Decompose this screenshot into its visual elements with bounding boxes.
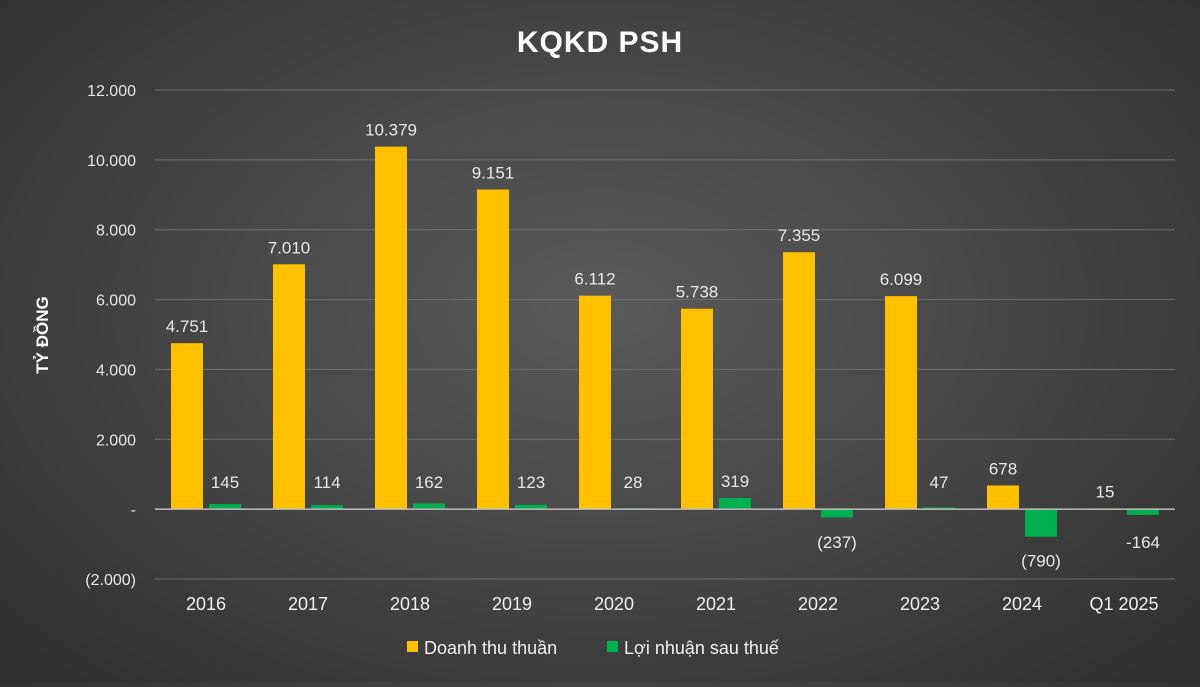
revenue-data-label: 678: [989, 459, 1017, 478]
revenue-bar: [579, 295, 611, 510]
revenue-data-label: 6.112: [574, 270, 615, 289]
x-tick-label: 2021: [696, 594, 736, 614]
x-tick-label: 2019: [492, 594, 532, 614]
profit-bar: [821, 509, 853, 518]
revenue-data-label: 7.010: [268, 238, 311, 257]
revenue-data-label: 10.379: [365, 121, 417, 140]
profit-data-label: 145: [211, 473, 239, 492]
y-tick-label: 2.000: [96, 432, 136, 449]
x-tick-label: 2018: [390, 594, 430, 614]
revenue-data-label: 7.355: [778, 226, 821, 245]
y-tick-label: 12.000: [87, 83, 136, 100]
profit-data-label: 162: [415, 473, 443, 492]
x-tick-label: 2017: [288, 594, 328, 614]
profit-bar: [413, 503, 445, 510]
y-axis-label: TỶ ĐỒNG: [33, 296, 52, 373]
x-tick-label: 2020: [594, 594, 634, 614]
profit-data-label: 114: [313, 473, 340, 492]
profit-bar: [1025, 509, 1057, 537]
profit-bar: [1127, 509, 1159, 515]
legend-swatch: [607, 641, 618, 652]
profit-data-label: (237): [817, 533, 857, 552]
y-tick-label: -: [131, 502, 136, 519]
profit-bar: [311, 505, 343, 510]
y-tick-label: 8.000: [96, 223, 136, 240]
revenue-data-label: 5.738: [676, 283, 719, 302]
legend: Doanh thu thuần Lợi nhuận sau thuế: [407, 638, 779, 658]
x-tick-label: Q1 2025: [1089, 594, 1158, 614]
profit-data-label: 28: [624, 473, 643, 492]
revenue-data-label: 15: [1096, 483, 1115, 502]
gridlines: [155, 89, 1175, 580]
profit-data-label: (790): [1021, 552, 1061, 571]
revenue-bar: [477, 189, 509, 510]
profit-data-label: -164: [1126, 533, 1160, 552]
revenue-bar: [375, 146, 407, 510]
revenue-bar: [783, 252, 815, 510]
legend-label: Doanh thu thuần: [424, 638, 557, 658]
revenue-bar: [885, 296, 917, 510]
y-tick-label: 4.000: [96, 362, 136, 379]
y-axis-ticks: 12.000 10.000 8.000 6.000 4.000 2.000 - (2.000): [85, 83, 136, 589]
profit-bar: [515, 504, 547, 510]
profit-data-label: 47: [930, 473, 949, 492]
y-tick-label: 10.000: [87, 153, 136, 170]
bars: [171, 146, 1159, 537]
legend-label: Lợi nhuận sau thuế: [624, 638, 779, 658]
profit-bar: [923, 507, 955, 510]
x-tick-label: 2022: [798, 594, 838, 614]
y-tick-label: (2.000): [85, 572, 136, 589]
revenue-bar: [273, 264, 305, 510]
legend-swatch: [407, 641, 418, 652]
profit-data-label: 319: [721, 472, 749, 491]
x-tick-label: 2024: [1002, 594, 1042, 614]
x-axis-ticks: 2016 2017 2018 2019 2020 2021 2022 2023 2024 Q1 2…: [186, 594, 1159, 614]
revenue-data-label: 9.151: [472, 164, 515, 183]
chart-title: KQKD PSH: [517, 26, 683, 59]
revenue-bar: [987, 485, 1019, 510]
profit-bar: [209, 504, 241, 510]
x-tick-label: 2016: [186, 594, 226, 614]
x-tick-label: 2023: [900, 594, 940, 614]
revenue-data-label: 4.751: [166, 317, 209, 336]
data-labels: 4.751 145 7.010 114 10.379 162 9.151 123 6.112 28…: [166, 121, 1160, 571]
revenue-bar: [171, 343, 203, 510]
profit-data-label: 123: [517, 473, 545, 492]
revenue-data-label: 6.099: [880, 270, 923, 289]
revenue-bar: [681, 308, 713, 510]
profit-bar: [719, 498, 751, 510]
y-tick-label: 6.000: [96, 293, 136, 310]
